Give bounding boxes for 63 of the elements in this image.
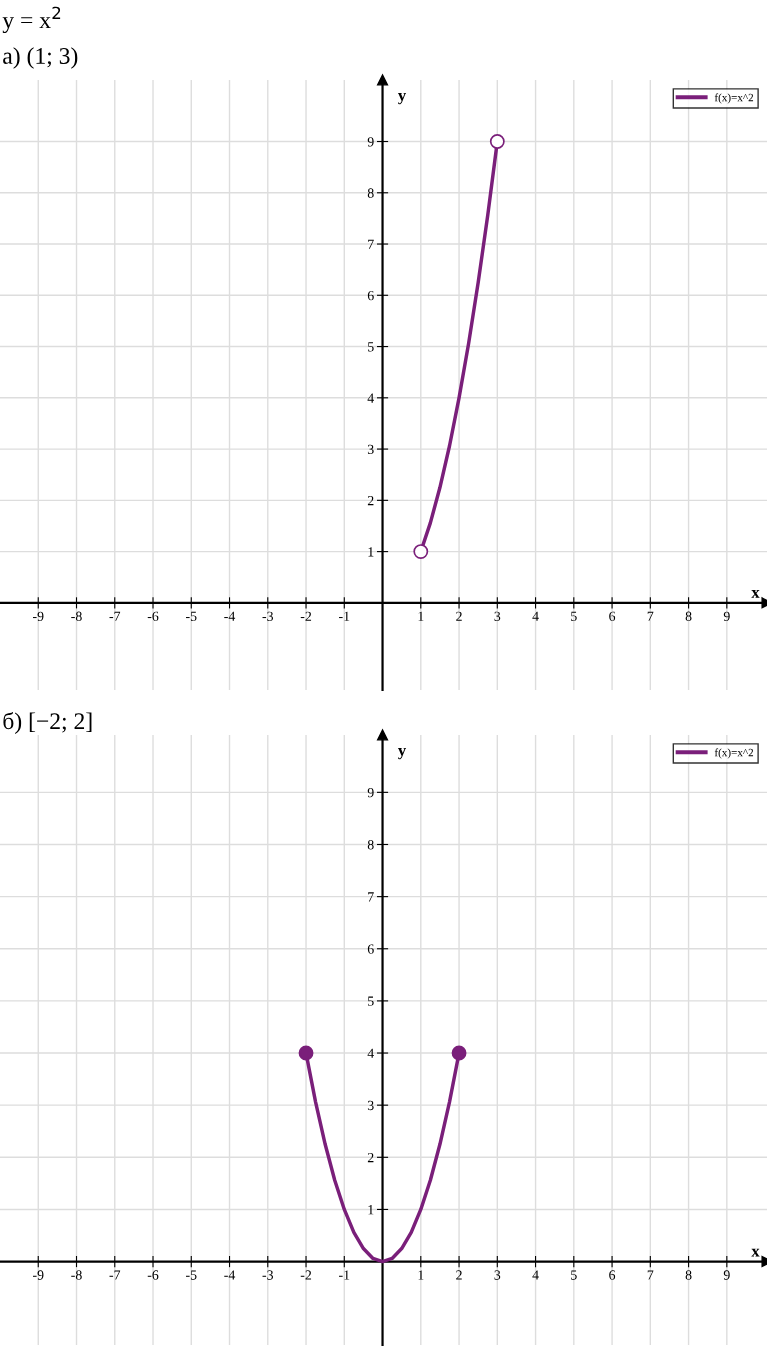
x-tick-label: -7 (109, 1270, 121, 1280)
x-tick-label: 5 (571, 611, 577, 621)
chart-title: б) [−2; 2] (3, 712, 92, 734)
x-tick-label: 4 (532, 1270, 539, 1280)
y-tick-label: 5 (368, 342, 374, 352)
y-tick-label: 2 (367, 495, 374, 506)
x-tick-label: 9 (723, 1270, 730, 1280)
x-tick-label: -1 (339, 611, 350, 621)
x-tick-label: 3 (494, 611, 501, 621)
x-tick-label: -4 (224, 611, 236, 621)
legend-label: f(x)=x^2 (714, 93, 754, 104)
x-tick-label: -2 (300, 1270, 312, 1280)
x-tick-label: -4 (224, 1270, 236, 1280)
x-tick-label: -9 (32, 611, 44, 621)
x-tick-label: -6 (147, 611, 159, 621)
x-tick-label: 6 (609, 1270, 616, 1280)
x-tick-label: 6 (609, 611, 616, 621)
y-tick-label: 7 (368, 892, 374, 902)
x-tick-label: -3 (262, 1270, 274, 1280)
y-tick-label: 5 (368, 996, 374, 1006)
x-tick-label: 3 (494, 1270, 501, 1280)
y-axis-title: y (398, 748, 407, 760)
y-tick-label: 3 (367, 1100, 374, 1111)
x-tick-label: -7 (109, 611, 121, 621)
legend-label: f(x)=x^2 (714, 748, 754, 759)
x-tick-label: 1 (418, 1270, 424, 1280)
y-tick-label: 1 (368, 1205, 374, 1215)
y-tick-label: 7 (368, 239, 374, 249)
y-tick-label: 4 (367, 1048, 374, 1058)
x-tick-label: 2 (456, 1270, 462, 1280)
y-axis-title: y (398, 93, 407, 105)
x-tick-label: 5 (571, 1270, 577, 1280)
x-tick-label: -2 (300, 611, 312, 621)
x-tick-label: 7 (647, 1270, 654, 1280)
x-tick-label: -5 (186, 611, 197, 621)
x-axis-title: x (751, 590, 760, 598)
x-tick-label: 7 (647, 611, 654, 621)
y-tick-label: 2 (367, 1152, 374, 1163)
y-tick-label: 6 (367, 290, 374, 301)
x-tick-label: 8 (685, 1270, 692, 1280)
chart-subtitle: а) (1; 3) (3, 47, 78, 69)
chart-title: y = x$^{2}$ (2, 6, 61, 34)
x-tick-label: 8 (685, 611, 692, 621)
x-tick-label: -3 (262, 611, 274, 621)
x-tick-label: 1 (418, 611, 424, 621)
x-tick-label: -8 (71, 1270, 82, 1280)
x-tick-label: -5 (186, 1270, 197, 1280)
y-tick-label: 4 (367, 393, 374, 403)
y-tick-label: 1 (368, 547, 374, 557)
x-tick-label: -8 (71, 611, 82, 621)
y-tick-label: 8 (367, 840, 374, 850)
x-tick-label: -1 (339, 1270, 350, 1280)
y-tick-label: 3 (367, 444, 374, 455)
x-tick-label: 9 (723, 611, 730, 621)
x-axis-title: x (751, 1248, 760, 1257)
y-tick-label: 6 (367, 944, 374, 954)
x-tick-label: 4 (532, 611, 539, 621)
y-tick-label: 8 (367, 188, 374, 198)
x-tick-label: 2 (456, 611, 462, 621)
x-tick-label: -9 (32, 1270, 44, 1280)
y-tick-label: 9 (367, 137, 374, 147)
y-tick-label: 9 (367, 787, 374, 798)
x-tick-label: -6 (147, 1270, 159, 1280)
